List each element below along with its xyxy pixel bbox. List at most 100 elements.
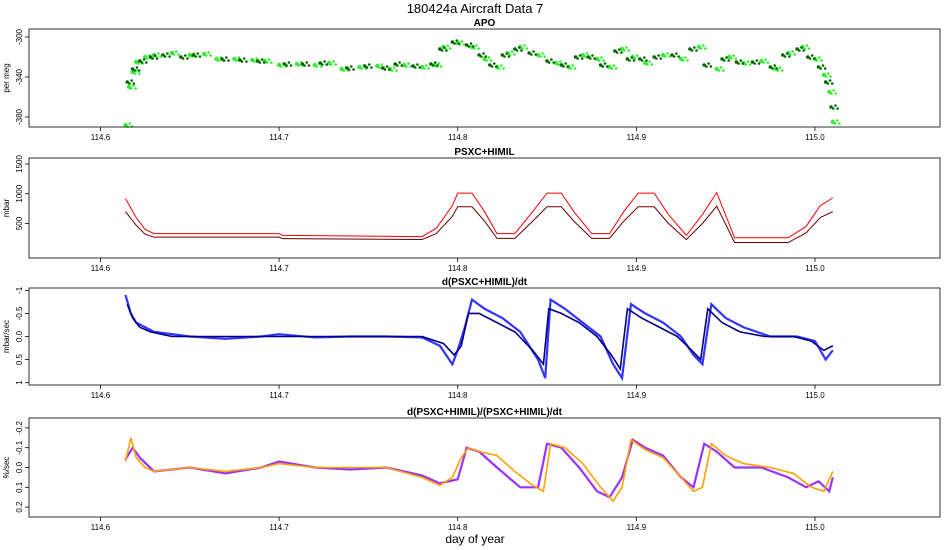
x-tick-label: 114.9 [627,523,647,532]
data-point [220,57,224,61]
data-point [329,63,333,66]
y-axis-label: mbar/sec [2,320,11,353]
x-tick-label: 114.9 [627,264,647,273]
data-point [593,57,597,60]
y-tick-label: -300 [15,28,24,45]
data-point [681,59,685,62]
data-point [722,59,726,62]
data-point [573,67,577,70]
data-point [543,55,546,58]
data-point [398,61,401,64]
figure-title: 180424a Aircraft Data 7 [407,1,544,16]
data-point [477,47,480,50]
series-2 [124,437,834,503]
data-point [137,72,141,75]
data-point [734,60,739,64]
data-point [235,59,238,62]
data-point [521,47,524,50]
data-point [487,56,491,59]
data-point [334,63,337,66]
data-point [393,62,397,66]
data-point [795,47,799,51]
data-point [823,67,827,70]
data-point [730,57,733,60]
series-line [126,303,834,372]
x-tick-label: 115.0 [805,391,825,400]
data-point [813,57,816,60]
data-point [602,59,605,62]
data-point [620,51,623,54]
data-point [507,55,511,58]
data-point [360,67,363,70]
data-point [707,62,710,65]
panel-1: APO per meg 114.6 114.7 114.8 114.9 115.0 -300 -… [2,18,941,142]
data-point [166,52,169,55]
data-point [633,57,637,60]
data-point [720,57,724,61]
data-point [380,66,385,70]
y-tick-label: 0.2 [15,501,24,513]
data-point [255,59,260,63]
data-point [217,59,221,62]
data-point [472,47,476,50]
panel-4: d(PSXC+HIMIL)/(PSXC+HIMIL)/dt %/sec 114.6 1… [2,407,941,532]
series-line [125,191,834,239]
plot-frame [28,157,941,259]
data-point [513,47,517,51]
data-point [627,49,630,52]
data-point [445,49,448,52]
y-tick-label: 500 [15,216,24,230]
data-point [693,46,696,49]
data-point [628,59,631,62]
data-point [159,55,162,58]
data-point [342,69,346,72]
panel-2: PSXC+HIMIL mbar 114.6 114.7 114.8 114.9 115.0 5… [2,147,941,273]
data-point [411,64,415,68]
data-point [838,122,841,125]
data-point [134,87,137,90]
data-point [722,69,725,72]
data-point [625,57,630,61]
series-2 [126,303,834,372]
data-point [464,43,469,47]
data-point [750,60,755,64]
data-point [820,59,823,62]
data-point [413,66,417,69]
data-point [222,59,226,62]
series-1 [124,438,834,499]
data-point [803,47,806,50]
data-point [666,52,669,55]
series-2 [125,205,834,244]
data-point [163,55,167,58]
data-point [532,50,535,53]
data-point [732,54,735,57]
data-point [287,61,291,64]
data-point [175,50,178,53]
data-point [142,58,146,61]
data-point [789,53,792,56]
data-point [699,47,703,50]
data-point [157,52,160,55]
data-point [418,66,421,69]
data-point [630,56,634,59]
data-point [523,44,526,47]
data-point [755,59,759,62]
data-point [766,61,770,64]
data-point [744,63,748,66]
data-point [615,51,619,54]
x-tick-label: 115.0 [805,523,825,532]
data-point [695,49,698,52]
panel-title: APO [474,18,496,29]
data-point [488,63,492,67]
data-point [242,57,246,60]
data-point [552,61,555,64]
data-point [670,53,674,57]
data-point [196,52,200,55]
data-point [367,63,371,66]
data-point [725,56,728,59]
data-point [525,47,529,50]
data-point [785,52,789,55]
data-point [385,65,389,68]
data-point [318,61,322,65]
data-point [826,82,830,85]
